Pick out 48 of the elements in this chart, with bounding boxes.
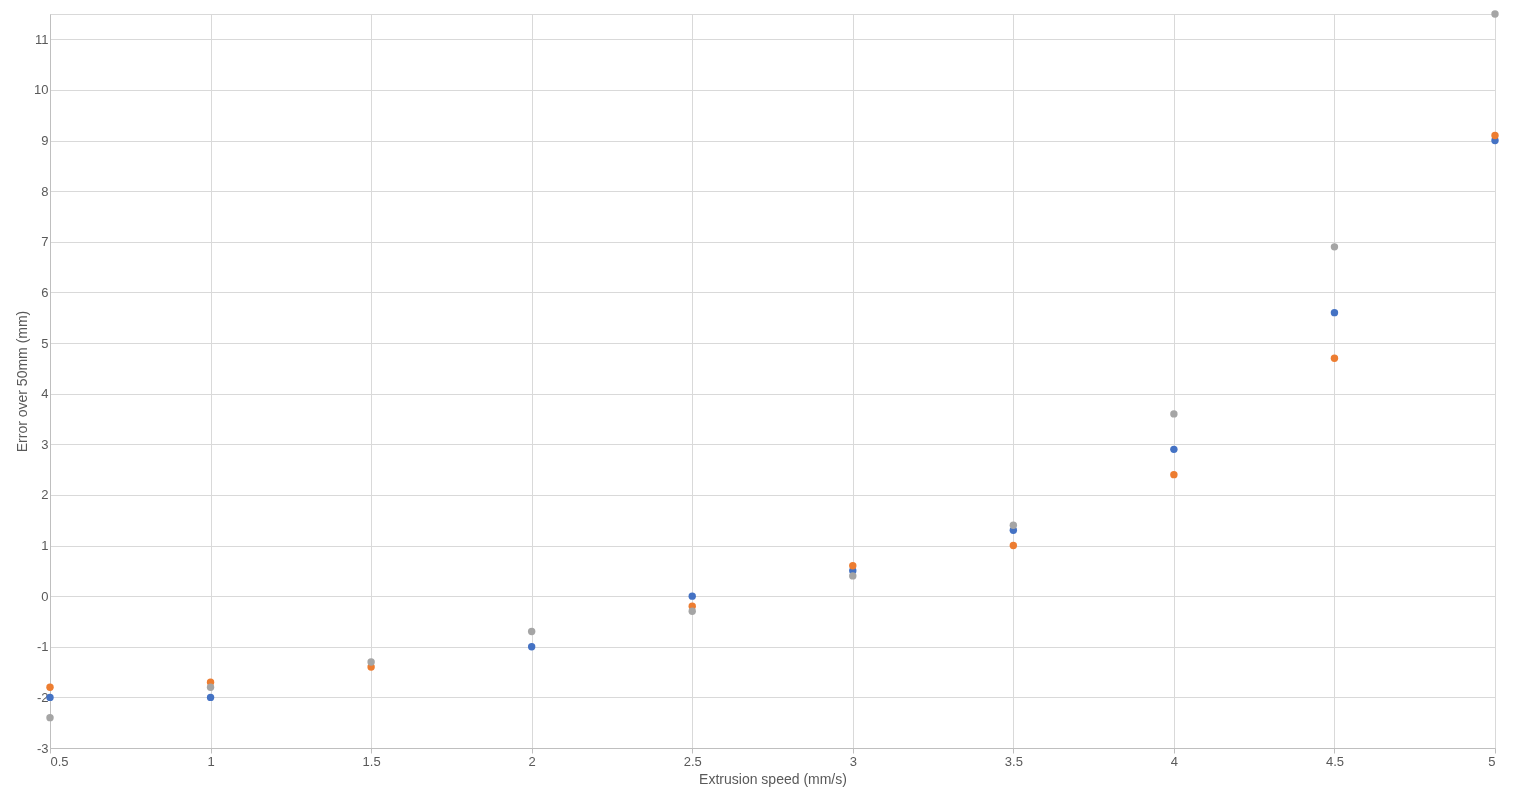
point <box>1491 10 1499 18</box>
x-tick-label: 3.5 <box>1004 753 1023 769</box>
point <box>46 713 54 722</box>
y-tick-label: 11 <box>35 31 49 47</box>
x-axis-title: Extrusion speed (mm/s) <box>699 770 847 787</box>
y-tick-label: 0 <box>41 588 49 604</box>
y-tick-label: -3 <box>36 740 49 756</box>
point <box>527 627 536 636</box>
point <box>849 572 857 580</box>
y-tick-label: 4 <box>41 386 49 402</box>
x-tick-label: 5 <box>1488 753 1496 769</box>
y-tick-label: -1 <box>36 639 49 655</box>
point <box>688 592 696 600</box>
y-tick-label: -2 <box>36 689 49 705</box>
point <box>206 683 215 691</box>
point <box>206 693 215 702</box>
x-tick-label: 3 <box>849 753 857 769</box>
x-tick-label: 2 <box>528 753 536 769</box>
x-tick-label: 4.5 <box>1325 753 1344 769</box>
x-tick-label: 0.5 <box>50 753 69 769</box>
point <box>1009 521 1018 529</box>
y-axis-title: Error over 50mm (mm) <box>14 310 31 453</box>
x-tick-label: 1 <box>207 753 215 769</box>
point <box>367 658 375 666</box>
x-tick-label: 2.5 <box>683 753 702 769</box>
point <box>1170 470 1178 479</box>
y-tick-label: 7 <box>41 234 49 250</box>
point <box>1491 131 1499 140</box>
y-tick-label: 10 <box>34 82 49 98</box>
point <box>1170 445 1178 454</box>
y-tick-label: 5 <box>41 335 49 351</box>
point <box>1330 308 1339 317</box>
point <box>1170 410 1178 418</box>
point <box>1330 243 1339 251</box>
y-tick-label: 8 <box>41 183 49 199</box>
point <box>527 643 536 651</box>
y-tick-label: 6 <box>41 284 49 300</box>
point <box>46 683 54 691</box>
point <box>1330 354 1339 362</box>
point <box>849 562 857 570</box>
point <box>1009 541 1018 550</box>
y-tick-label: 1 <box>41 538 49 554</box>
y-tick-label: 9 <box>41 133 49 149</box>
y-tick-label: 2 <box>41 487 49 503</box>
y-tick-label: 3 <box>41 436 49 452</box>
point <box>688 607 696 616</box>
x-tick-label: 1.5 <box>362 753 381 769</box>
x-tick-label: 4 <box>1170 753 1179 769</box>
